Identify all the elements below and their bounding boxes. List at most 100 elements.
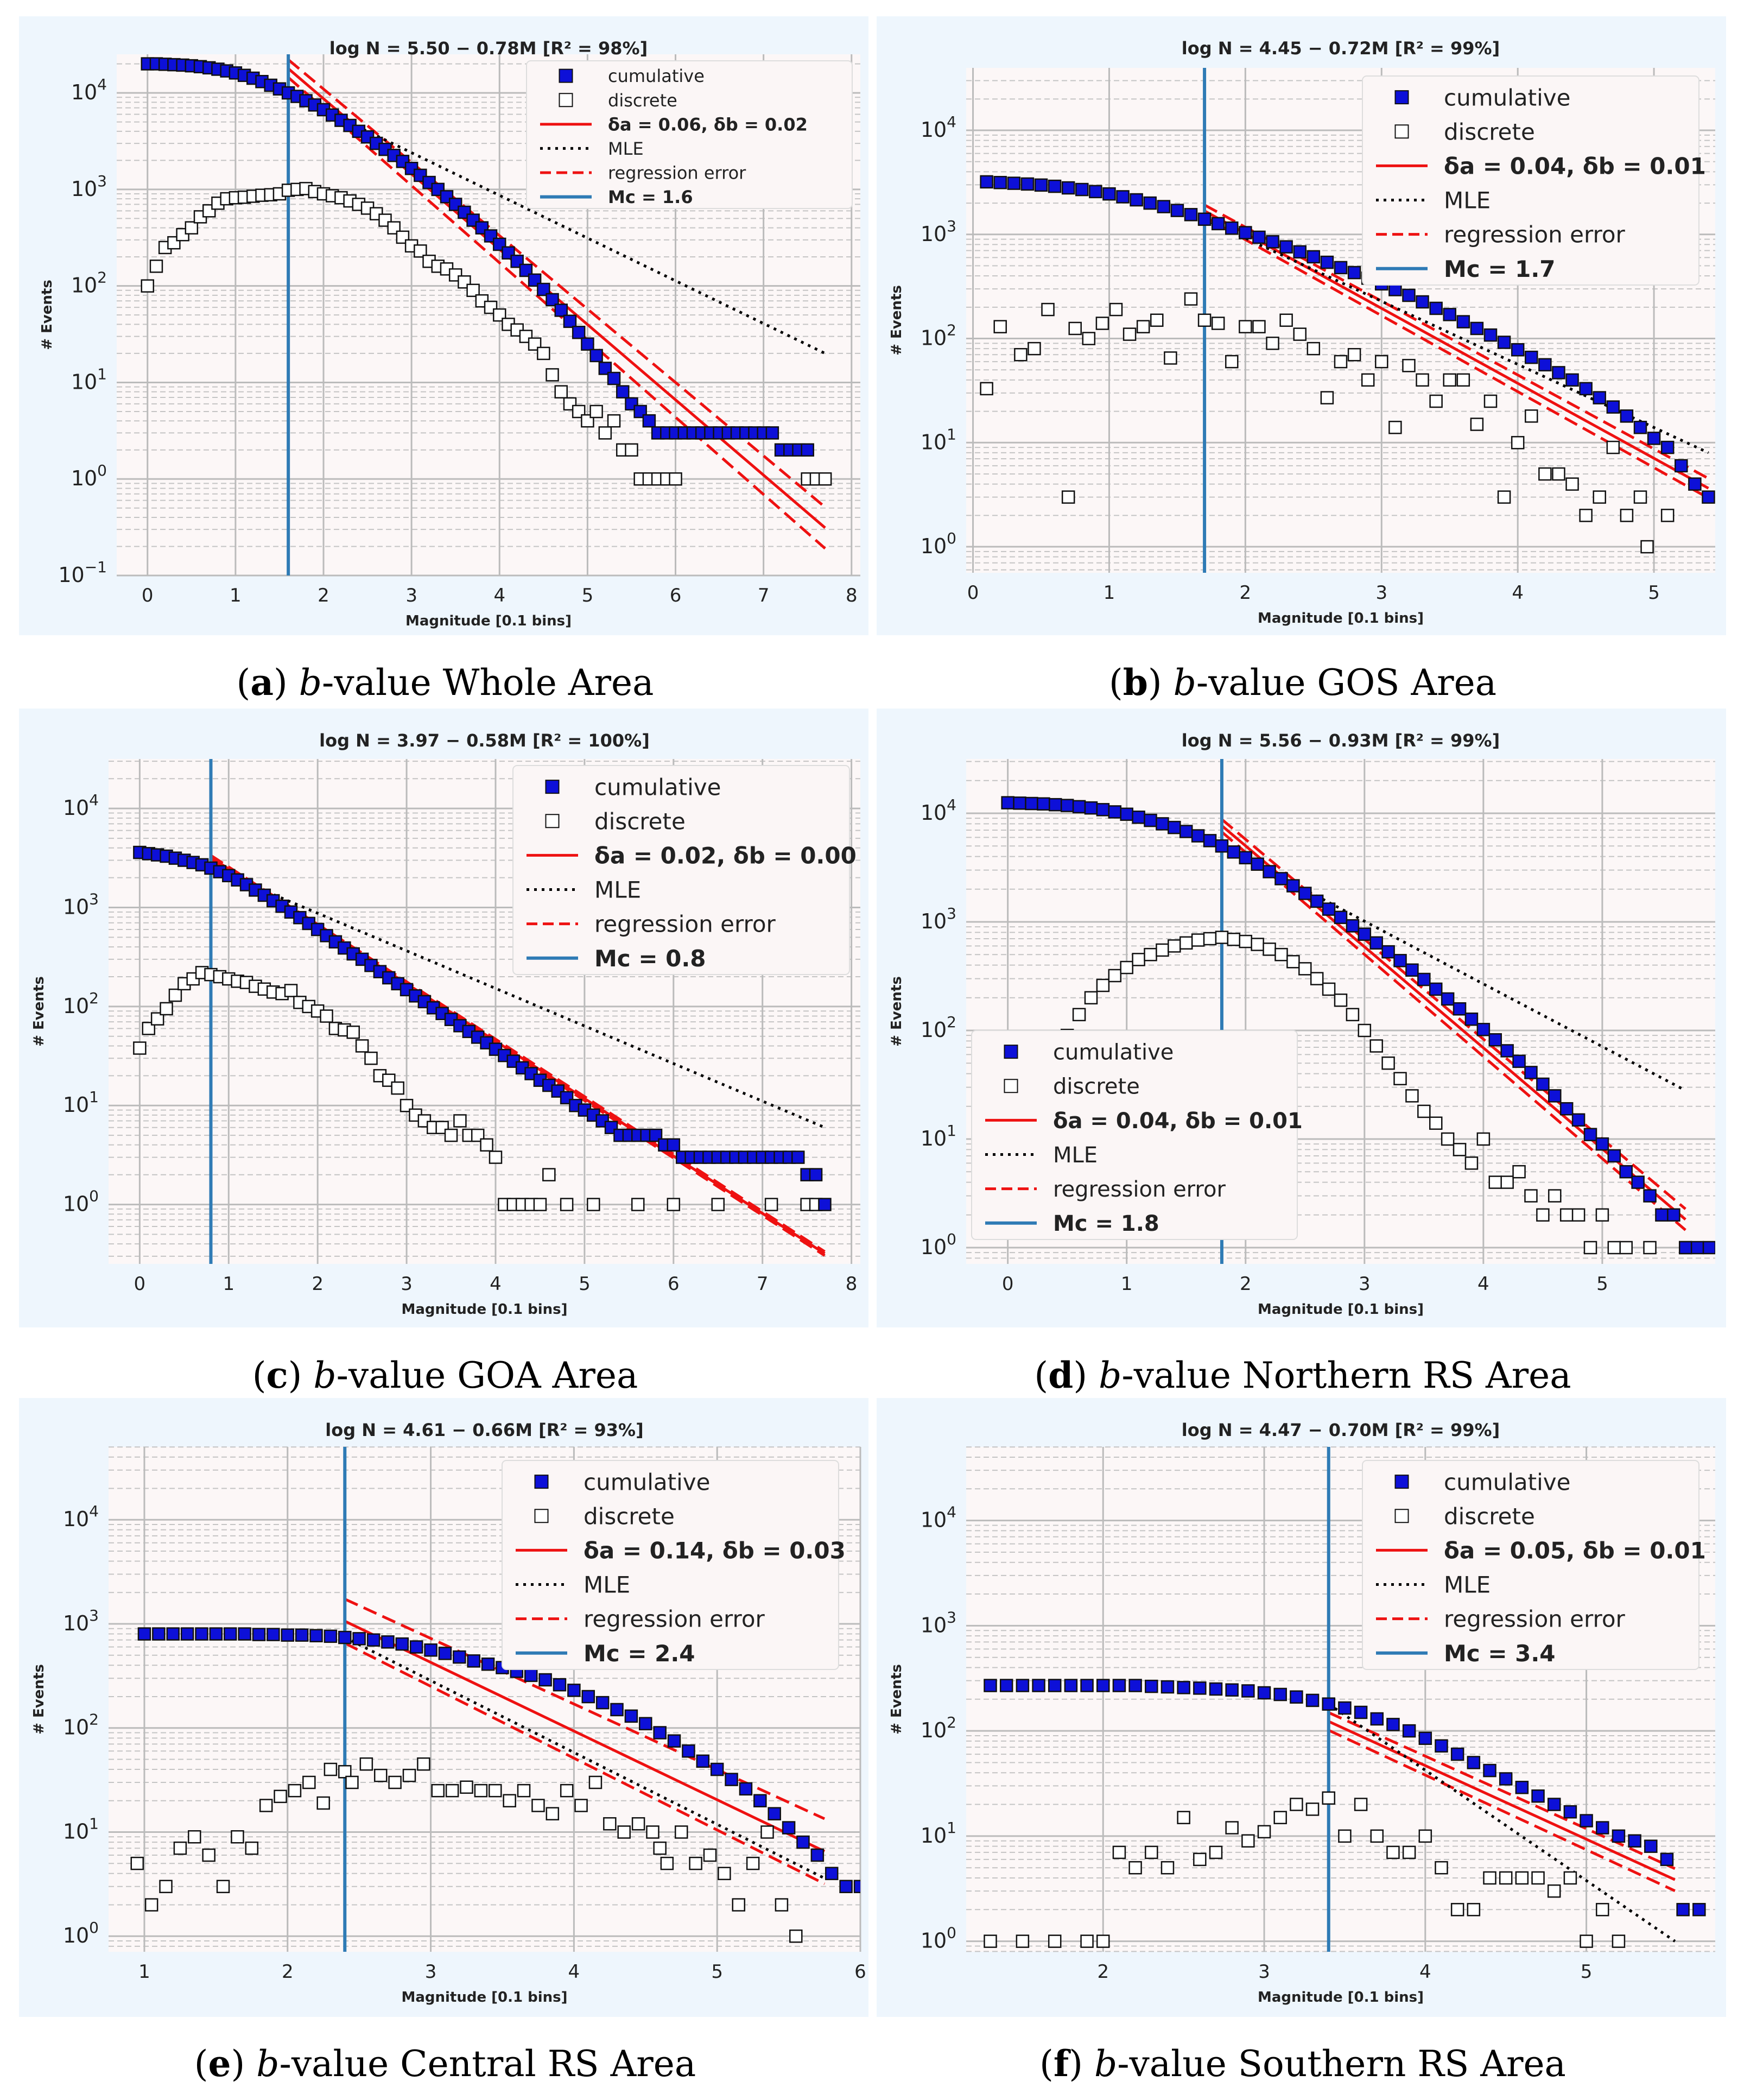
discrete-point [598,426,612,440]
discrete-point [320,1009,333,1023]
discrete-point [669,472,682,486]
discrete-point [1338,1829,1352,1843]
discrete-point [689,1856,702,1870]
discrete-point [1375,355,1388,369]
x-tick-label: 2 [318,585,329,606]
discrete-point [288,1783,302,1798]
caption-b: (b) b-value GOS Area [1108,661,1497,704]
discrete-point [1239,320,1252,333]
cumulative-point [524,1668,538,1682]
discrete-point [1068,321,1082,336]
discrete-point [546,368,559,382]
cumulative-point [818,1198,832,1211]
cumulative-point [809,1168,823,1181]
legend-label-regression: regression error [594,911,776,938]
discrete-point [402,1768,416,1782]
discrete-point [1441,1132,1455,1146]
discrete-point [1322,982,1336,996]
cumulative-point [1227,845,1241,859]
discrete-point [1072,1008,1086,1022]
cumulative-point [1048,1679,1062,1692]
x-tick-label: 8 [846,1273,858,1295]
discrete-point [130,1856,144,1870]
cumulative-point [1034,178,1048,192]
cumulative-point [1464,1012,1479,1026]
cumulative-point [567,1684,581,1697]
cumulative-point [1381,945,1395,959]
x-tick-label: 3 [405,585,417,606]
cumulative-point [984,1679,997,1692]
discrete-point [1402,1845,1416,1859]
cumulative-point [1048,179,1062,193]
discrete-point [1429,1116,1443,1130]
y-tick-label: 101 [63,1814,99,1843]
x-tick-label: 1 [1104,582,1115,604]
cumulative-point [1089,185,1102,199]
regression-error-lower [344,1642,826,1886]
data-layer [980,68,1715,573]
x-tick-label: 1 [230,585,242,606]
x-axis-label: Magnitude [0.1 bins] [1258,610,1424,627]
discrete-point [1227,932,1241,946]
cumulative-point [1020,177,1035,191]
cumulative-point [1692,1903,1706,1916]
cumulative-point [1702,1241,1715,1255]
discrete-point [732,1898,746,1912]
cumulative-point [1595,1137,1609,1151]
discrete-point [1109,302,1123,317]
cumulative-point [1607,1149,1621,1163]
x-tick-label: 3 [1359,1273,1371,1295]
discrete-point [1322,1791,1335,1805]
discrete-point [1346,1008,1360,1022]
discrete-point [1209,1845,1223,1859]
cumulative-point [667,1734,681,1748]
y-axis-label: # Events [31,1664,47,1735]
discrete-point [1211,317,1225,330]
x-tick-label: 2 [1240,1273,1252,1295]
cumulative-point [1620,409,1634,423]
cumulative-point [1215,839,1229,853]
discrete-point [345,1775,359,1789]
x-tick-label: 5 [1581,1961,1593,1983]
x-tick-label: 4 [1419,1961,1431,1983]
legend-cumulative-marker [1004,1045,1018,1059]
discrete-point [517,1783,531,1798]
cumulative-point [1274,872,1288,885]
discrete-point [603,1817,617,1831]
legend-discrete-marker [1004,1079,1018,1093]
cumulative-point [1369,936,1383,950]
discrete-point [1241,1834,1255,1848]
discrete-point [474,1783,488,1798]
cumulative-point [1203,834,1217,847]
cumulative-point [1120,807,1133,821]
cumulative-point [519,263,533,277]
discrete-point [1563,1871,1577,1885]
cumulative-point [1130,193,1143,207]
cumulative-point [1593,391,1606,404]
discrete-point [355,1039,369,1053]
cumulative-point [1405,963,1419,977]
x-axis-label: Magnitude [0.1 bins] [1258,1989,1424,2006]
discrete-point [646,1825,659,1839]
legend: cumulative discrete δa = 0.02, δb = 0.00 ML… [512,765,857,975]
cumulative-point [1346,919,1360,933]
discrete-point [188,1830,201,1844]
discrete-point [1515,1871,1529,1885]
discrete-point [1215,931,1229,944]
discrete-point [789,1929,803,1943]
legend-label-cumulative: cumulative [1444,1469,1570,1495]
legend-label-cumulative: cumulative [584,1469,710,1495]
legend-label-regression: regression error [1444,222,1626,248]
cumulative-point [1596,1821,1609,1835]
discrete-point [1497,490,1511,504]
x-tick-label: 3 [425,1961,437,1983]
cumulative-point [1298,887,1312,900]
chart-title: log N = 5.56 − 0.93M [R² = 99%] [1182,730,1500,751]
cumulative-point [1257,1686,1271,1700]
data-layer [1001,759,1715,1264]
discrete-point [1334,993,1348,1007]
x-axis-label: Magnitude [0.1 bins] [401,1989,567,2006]
cumulative-point [595,1696,610,1710]
discrete-point [1467,1903,1481,1916]
cumulative-point [1417,972,1431,986]
